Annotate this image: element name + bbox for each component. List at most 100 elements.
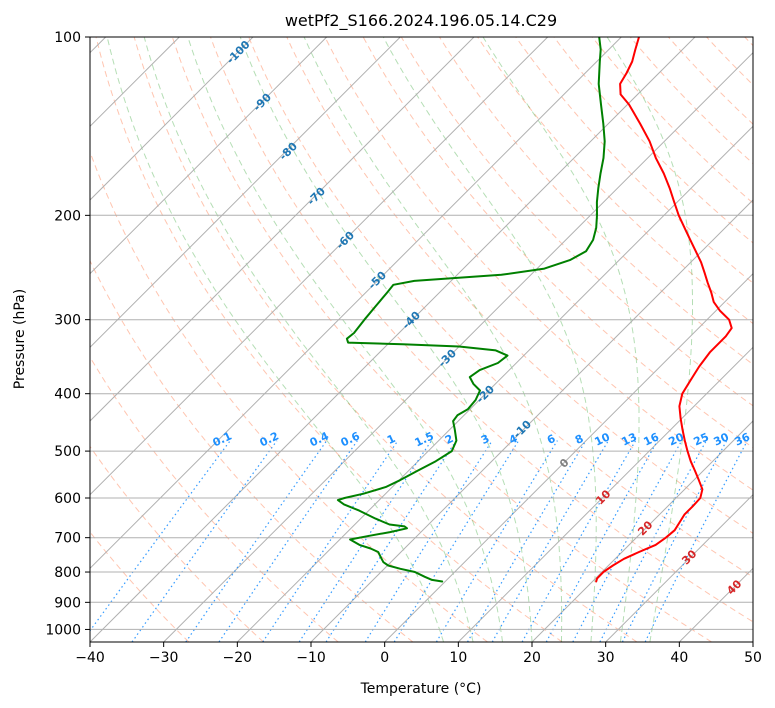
mixing-ratio-label: 0.1 xyxy=(211,429,234,449)
y-tick-label: 1000 xyxy=(45,622,81,638)
mixing-ratio-label: 13 xyxy=(620,430,639,448)
isotherm-line xyxy=(90,37,401,349)
dry-adiabat-line xyxy=(477,37,753,325)
isotherm-label: 30 xyxy=(679,547,699,567)
moist-adiabats xyxy=(106,37,693,642)
isotherm-line xyxy=(605,493,753,642)
x-tick-label: −10 xyxy=(296,650,326,666)
dry-adiabat-line xyxy=(90,150,488,642)
dry-adiabat-line xyxy=(90,445,264,642)
dry-adiabat-line xyxy=(90,259,414,642)
moist-adiabat-line xyxy=(106,37,445,642)
y-tick-label: 600 xyxy=(54,491,81,507)
isotherm-line xyxy=(457,346,753,642)
isotherm-line xyxy=(752,641,753,642)
mixing-ratio-line xyxy=(131,440,278,642)
dry-adiabat-line xyxy=(744,37,753,47)
isotherm-line xyxy=(90,37,475,422)
isotherm-line xyxy=(163,51,753,642)
mixing-ratio-line xyxy=(491,440,609,642)
moist-adiabat-line xyxy=(143,37,474,642)
y-axis: 1000 900 800 700 600 500 400 300 200 100 xyxy=(45,30,90,638)
dry-adiabat-line xyxy=(171,37,712,642)
y-tick-label: 900 xyxy=(54,595,81,611)
isotherm-label: -60 xyxy=(334,228,357,251)
mixing-ratio-label: 25 xyxy=(692,430,711,448)
dry-adiabat-line xyxy=(400,37,753,407)
x-tick-label: 0 xyxy=(380,650,389,666)
mixing-ratio-line xyxy=(545,440,659,642)
x-axis: −40 −30 −20 −10 0 10 20 30 40 50 xyxy=(75,642,762,666)
mixing-ratio-line xyxy=(218,440,358,642)
dry-adiabat-line xyxy=(90,531,190,642)
dry-adiabat-line xyxy=(591,37,753,204)
isotherm-line xyxy=(531,420,753,642)
y-tick-label: 100 xyxy=(54,30,81,46)
mixing-ratio-label: 10 xyxy=(593,430,613,448)
guide-lines xyxy=(90,37,753,642)
mixing-ratio-line xyxy=(262,440,399,642)
isotherm-line xyxy=(384,272,753,642)
mixing-ratio-line xyxy=(644,440,748,642)
isotherm-line xyxy=(236,125,753,642)
x-tick-label: 10 xyxy=(449,650,467,666)
dry-adiabat-line xyxy=(515,37,753,284)
mixing-ratio-lines xyxy=(90,440,748,642)
isotherm-label: 0 xyxy=(557,456,572,471)
mixing-ratio-line xyxy=(364,440,493,642)
isotherm-label: -90 xyxy=(251,90,274,113)
dry-adiabat-line xyxy=(706,37,753,86)
isotherm-line xyxy=(90,37,622,570)
dry-adiabat-line xyxy=(133,37,638,642)
y-tick-label: 400 xyxy=(54,387,81,403)
y-axis-title: Pressure (hPa) xyxy=(12,289,28,389)
moist-adiabat-line xyxy=(187,37,503,642)
isotherm-line xyxy=(90,37,696,642)
mixing-ratio-line xyxy=(466,440,587,642)
y-tick-label: 500 xyxy=(54,444,81,460)
dewpoint-series-line xyxy=(336,37,606,583)
y-tick-label: 700 xyxy=(54,531,81,547)
mixing-ratio-label: 0.2 xyxy=(258,429,281,449)
x-tick-label: 50 xyxy=(744,650,762,666)
x-tick-label: −30 xyxy=(149,650,179,666)
dry-adiabat-line xyxy=(438,37,753,366)
mixing-ratio-label: 36 xyxy=(733,430,753,448)
y-tick-label: 200 xyxy=(54,208,81,224)
moist-adiabat-line xyxy=(239,37,533,642)
mixing-ratio-line xyxy=(393,440,520,642)
mixing-ratio-line xyxy=(435,440,558,642)
moist-adiabat-line xyxy=(382,37,597,642)
isotherm-line xyxy=(90,37,549,496)
x-tick-label: 40 xyxy=(670,650,688,666)
dry-adiabat-line xyxy=(629,37,753,165)
mixing-ratio-line xyxy=(572,440,683,642)
dry-adiabat-line xyxy=(95,37,563,642)
dry-adiabat-line xyxy=(248,37,753,578)
mixing-ratio-label: 16 xyxy=(642,430,662,448)
mixing-ratio-label: 30 xyxy=(712,430,732,448)
mixing-ratio-label: 0.4 xyxy=(308,429,331,449)
mixing-ratio-label: 6 xyxy=(545,432,558,447)
sounding-profiles xyxy=(336,37,733,583)
x-tick-label: 30 xyxy=(597,650,615,666)
mixing-ratio-line xyxy=(298,440,432,642)
isotherm-label: -100 xyxy=(224,38,253,67)
moist-adiabat-line xyxy=(606,37,693,642)
skewed-isotherms xyxy=(90,37,753,642)
mixing-ratio-label: 1 xyxy=(385,432,397,447)
plot-frame xyxy=(89,36,754,643)
y-tick-label: 300 xyxy=(54,313,81,329)
mixing-ratio-line xyxy=(185,440,328,642)
x-tick-label: −40 xyxy=(75,650,105,666)
mixing-ratio-label: 8 xyxy=(573,432,585,447)
dry-adiabat-line xyxy=(286,37,753,534)
mixing-ratio-line xyxy=(521,440,637,642)
moist-adiabat-line xyxy=(303,37,563,642)
mixing-ratio-label: 3 xyxy=(479,432,491,447)
temperature-series-line xyxy=(595,37,733,583)
isotherm-line xyxy=(310,199,753,642)
pressure-gridlines xyxy=(90,37,753,630)
mixing-ratio-line xyxy=(325,440,457,642)
